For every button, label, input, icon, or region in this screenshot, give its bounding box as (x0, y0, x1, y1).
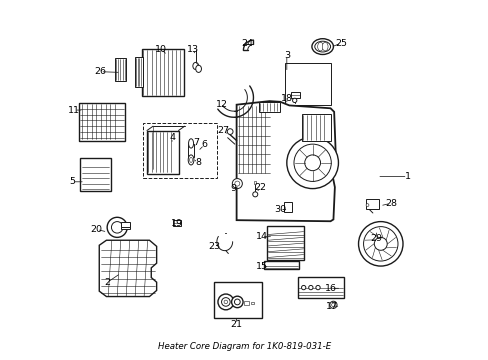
Circle shape (231, 296, 243, 308)
Text: 30: 30 (274, 205, 286, 214)
Circle shape (227, 129, 233, 134)
Bar (214, 282, 262, 318)
Circle shape (221, 298, 230, 306)
Text: 8: 8 (195, 158, 201, 167)
Circle shape (358, 222, 402, 266)
Circle shape (234, 299, 240, 305)
Text: 16: 16 (325, 284, 337, 293)
Ellipse shape (322, 42, 327, 51)
Text: 9: 9 (229, 184, 236, 193)
Circle shape (252, 192, 257, 197)
Ellipse shape (188, 155, 194, 165)
Bar (264, 261, 299, 269)
Bar (301, 114, 330, 140)
Text: 22: 22 (254, 183, 266, 192)
Text: 6: 6 (201, 140, 207, 149)
Bar (365, 199, 379, 210)
Text: 20: 20 (91, 225, 102, 234)
Text: 4: 4 (169, 133, 175, 142)
Circle shape (315, 285, 320, 290)
Circle shape (304, 155, 320, 171)
Text: 13: 13 (186, 45, 198, 54)
Bar (297, 277, 344, 298)
Ellipse shape (314, 41, 330, 52)
Bar (244, 301, 248, 305)
Circle shape (107, 217, 127, 237)
Bar (79, 103, 125, 140)
Bar (188, 144, 194, 157)
Circle shape (286, 137, 338, 189)
Circle shape (111, 222, 122, 233)
Circle shape (366, 204, 368, 207)
Circle shape (224, 300, 227, 304)
Bar (254, 181, 256, 184)
Bar (284, 63, 330, 105)
Text: Heater Core Diagram for 1K0-819-031-E: Heater Core Diagram for 1K0-819-031-E (158, 342, 330, 351)
Text: 27: 27 (217, 126, 229, 135)
Text: 19: 19 (171, 219, 183, 228)
Text: 3: 3 (283, 51, 289, 60)
Text: 10: 10 (155, 45, 167, 54)
Bar (290, 92, 300, 98)
Text: 15: 15 (255, 262, 267, 271)
Ellipse shape (189, 157, 192, 162)
Text: 28: 28 (384, 199, 396, 208)
Text: 21: 21 (230, 320, 242, 329)
Circle shape (232, 179, 242, 189)
Text: 14: 14 (255, 232, 267, 241)
Circle shape (331, 303, 335, 307)
Text: 26: 26 (94, 67, 106, 76)
Circle shape (301, 285, 305, 290)
Circle shape (308, 285, 312, 290)
Bar (115, 58, 126, 81)
Text: 12: 12 (216, 100, 228, 109)
Bar (250, 302, 253, 304)
Circle shape (234, 181, 239, 186)
Circle shape (292, 98, 296, 103)
Text: 7: 7 (193, 138, 199, 147)
Ellipse shape (317, 42, 323, 51)
Circle shape (329, 301, 336, 309)
Text: 5: 5 (69, 177, 75, 186)
Bar (142, 49, 183, 96)
Text: 11: 11 (68, 105, 80, 114)
Polygon shape (236, 101, 335, 221)
Ellipse shape (195, 65, 201, 72)
Bar (147, 131, 178, 174)
Text: 25: 25 (335, 39, 346, 48)
Ellipse shape (188, 139, 193, 148)
Text: 24: 24 (241, 39, 253, 48)
Bar (80, 158, 110, 191)
Circle shape (293, 144, 330, 181)
Circle shape (363, 226, 397, 261)
Text: 29: 29 (370, 234, 382, 243)
Bar (143, 123, 217, 178)
Text: 17: 17 (325, 302, 338, 311)
Circle shape (218, 294, 233, 310)
Bar (284, 202, 291, 212)
Polygon shape (99, 240, 156, 297)
Circle shape (373, 237, 386, 250)
Text: 18: 18 (280, 94, 292, 103)
Bar (121, 225, 129, 229)
Ellipse shape (192, 62, 198, 69)
Bar (121, 222, 129, 226)
Bar (266, 226, 304, 260)
Ellipse shape (311, 39, 333, 54)
Text: 23: 23 (207, 242, 220, 251)
Text: 2: 2 (104, 278, 110, 287)
Bar (258, 102, 280, 112)
Text: 1: 1 (404, 172, 410, 181)
Bar (173, 220, 181, 226)
Bar (135, 57, 142, 87)
